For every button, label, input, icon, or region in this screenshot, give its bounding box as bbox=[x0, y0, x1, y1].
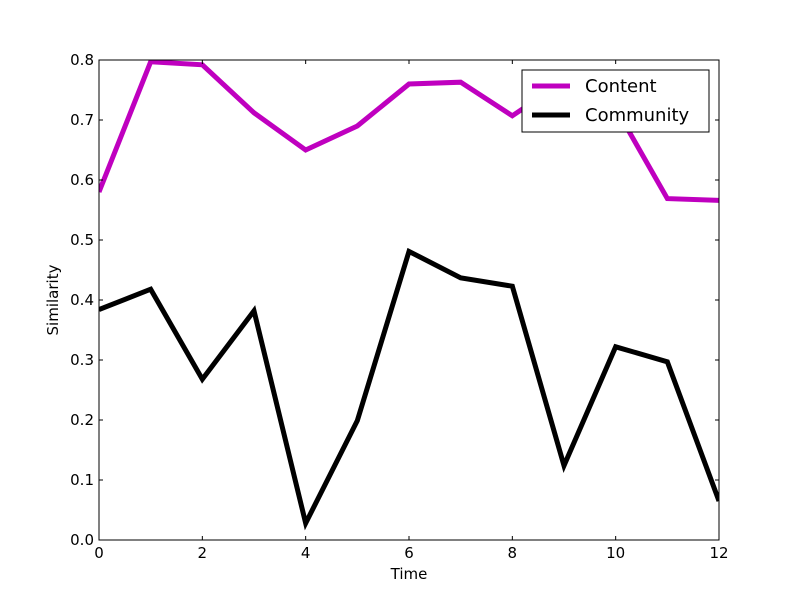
x-axis-title: Time bbox=[390, 565, 428, 583]
x-tick-label: 8 bbox=[508, 544, 518, 562]
legend-label-content: Content bbox=[585, 76, 657, 97]
legend-box bbox=[521, 69, 710, 133]
y-tick-label: 0.8 bbox=[70, 51, 94, 69]
y-tick-label: 0.7 bbox=[70, 111, 94, 129]
y-tick-label: 0.0 bbox=[70, 531, 94, 549]
series-line-community bbox=[99, 247, 719, 531]
plot-area bbox=[99, 60, 719, 540]
y-tick-label: 0.5 bbox=[70, 231, 94, 249]
y-tick-label: 0.6 bbox=[70, 171, 94, 189]
x-tick-label: 0 bbox=[94, 544, 104, 562]
x-tick-label: 12 bbox=[709, 544, 728, 562]
x-tick-label: 2 bbox=[198, 544, 208, 562]
y-axis-title: Similarity bbox=[44, 264, 62, 335]
x-tick-label: 6 bbox=[404, 544, 414, 562]
legend-label-community: Community bbox=[585, 105, 690, 126]
legend: Content Community bbox=[521, 69, 710, 133]
y-tick-label: 0.4 bbox=[70, 291, 94, 309]
x-tick-label: 10 bbox=[606, 544, 625, 562]
y-tick-label: 0.1 bbox=[70, 471, 94, 489]
y-tick-label: 0.3 bbox=[70, 351, 94, 369]
x-tick-label: 4 bbox=[301, 544, 311, 562]
y-tick-label: 0.2 bbox=[70, 411, 94, 429]
